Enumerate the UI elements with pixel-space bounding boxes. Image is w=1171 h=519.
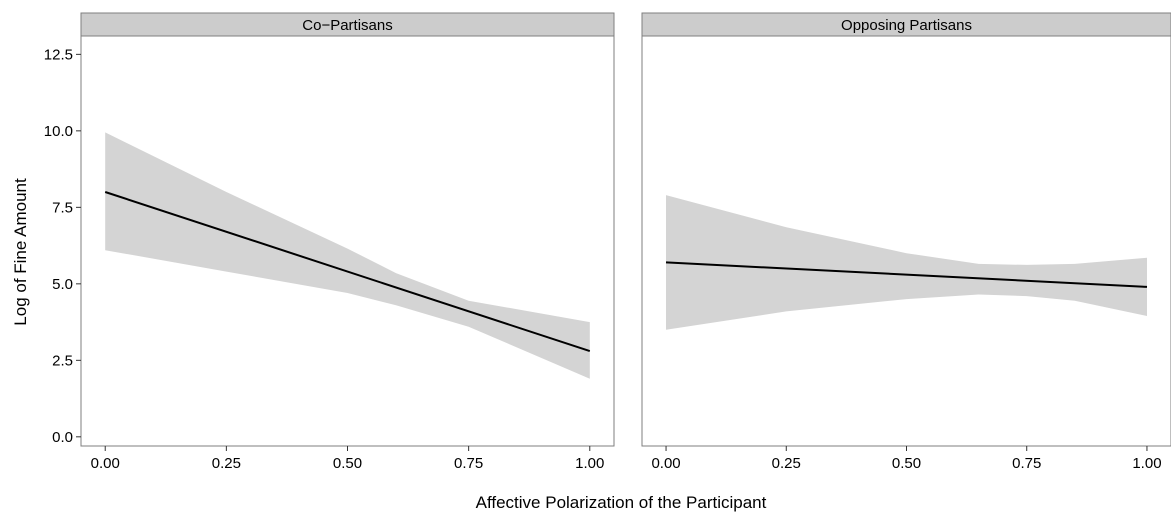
fitted-line <box>665 261 1148 288</box>
facet-strip-label: Co−Partisans <box>302 17 392 34</box>
x-tick-label: 0.75 <box>454 455 483 472</box>
y-axis: 0.0 2.5 5.0 7.5 10.0 12.5 <box>44 46 81 446</box>
x-tick-label: 0.50 <box>892 455 921 472</box>
confidence-band <box>666 195 1147 330</box>
x-tick-label: 0.25 <box>772 455 801 472</box>
x-tick-label: 0.25 <box>212 455 241 472</box>
panel-1: Co−Partisans 0.00 0.25 0.50 0.75 1.00 <box>80 12 615 472</box>
x-tick-label: 0.00 <box>651 455 680 472</box>
fitted-line <box>104 191 591 353</box>
x-tick-label: 1.00 <box>1132 455 1161 472</box>
confidence-band <box>105 132 590 379</box>
y-tick-label: 12.5 <box>44 46 73 63</box>
x-tick-label: 1.00 <box>575 455 604 472</box>
y-axis-title: Log of Fine Amount <box>11 178 30 326</box>
y-tick-label: 0.0 <box>52 429 73 446</box>
x-tick-label: 0.00 <box>91 455 120 472</box>
panel-2: Opposing Partisans 0.00 0.25 0.50 0.75 1.00 <box>641 12 1171 472</box>
y-tick-label: 2.5 <box>52 352 73 369</box>
y-tick-label: 5.0 <box>52 276 73 293</box>
x-tick-label: 0.75 <box>1012 455 1041 472</box>
y-tick-label: 7.5 <box>52 199 73 216</box>
x-axis-title: Affective Polarization of the Participan… <box>476 493 767 512</box>
facet-strip-label: Opposing Partisans <box>841 17 972 34</box>
y-tick-label: 10.0 <box>44 123 73 140</box>
x-tick-label: 0.50 <box>333 455 362 472</box>
